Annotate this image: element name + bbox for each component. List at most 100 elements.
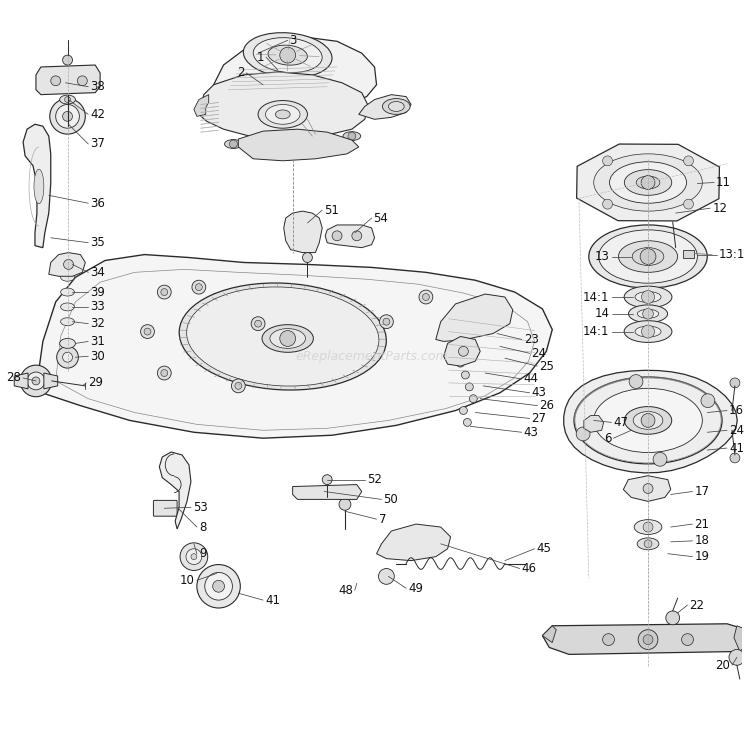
Text: 41: 41 — [729, 442, 744, 454]
Text: 13:1: 13:1 — [719, 248, 746, 261]
Polygon shape — [436, 294, 513, 342]
Ellipse shape — [275, 110, 290, 119]
Ellipse shape — [388, 101, 404, 111]
Circle shape — [672, 246, 680, 255]
Circle shape — [380, 315, 393, 329]
Polygon shape — [238, 129, 358, 161]
Circle shape — [196, 284, 202, 291]
Ellipse shape — [262, 324, 314, 352]
Circle shape — [144, 328, 151, 335]
Text: 39: 39 — [90, 285, 105, 299]
Polygon shape — [376, 524, 451, 560]
Text: 13: 13 — [595, 250, 610, 263]
Text: 21: 21 — [694, 517, 709, 530]
Text: 30: 30 — [90, 350, 105, 363]
Text: 48: 48 — [338, 584, 352, 597]
FancyBboxPatch shape — [154, 500, 177, 516]
Ellipse shape — [624, 170, 672, 195]
Polygon shape — [564, 370, 737, 473]
Ellipse shape — [632, 248, 664, 265]
Text: 34: 34 — [90, 266, 105, 279]
Ellipse shape — [624, 286, 672, 308]
Text: 16: 16 — [729, 404, 744, 417]
Circle shape — [629, 375, 643, 388]
Circle shape — [280, 330, 296, 346]
Circle shape — [602, 634, 614, 646]
Text: 47: 47 — [614, 416, 628, 429]
Circle shape — [729, 650, 745, 665]
Circle shape — [140, 324, 154, 339]
Text: 37: 37 — [90, 137, 105, 150]
Ellipse shape — [633, 412, 663, 430]
Ellipse shape — [624, 321, 672, 342]
Circle shape — [666, 611, 680, 625]
Circle shape — [576, 427, 590, 441]
Ellipse shape — [258, 101, 308, 128]
Text: 24: 24 — [532, 347, 547, 360]
Text: 14:1: 14:1 — [583, 291, 610, 303]
Polygon shape — [292, 484, 362, 499]
Circle shape — [419, 290, 433, 304]
Circle shape — [339, 499, 351, 510]
Ellipse shape — [635, 326, 661, 337]
Circle shape — [160, 369, 168, 376]
Circle shape — [458, 346, 468, 356]
Polygon shape — [542, 624, 750, 654]
Text: 28: 28 — [6, 372, 21, 385]
Ellipse shape — [589, 225, 707, 288]
Ellipse shape — [382, 98, 410, 114]
Ellipse shape — [574, 377, 722, 464]
Text: 51: 51 — [324, 204, 339, 216]
Ellipse shape — [624, 406, 672, 434]
Text: 11: 11 — [716, 176, 731, 189]
Polygon shape — [214, 38, 376, 110]
Ellipse shape — [268, 45, 308, 65]
Text: 14: 14 — [595, 307, 610, 320]
Ellipse shape — [638, 309, 658, 318]
Circle shape — [57, 346, 79, 368]
Circle shape — [32, 377, 40, 385]
Circle shape — [602, 156, 613, 166]
Text: 25: 25 — [539, 360, 554, 372]
Circle shape — [701, 394, 715, 408]
Polygon shape — [358, 95, 411, 119]
Polygon shape — [284, 211, 322, 252]
Ellipse shape — [34, 169, 44, 204]
Circle shape — [379, 569, 394, 584]
Text: 23: 23 — [524, 333, 538, 346]
Ellipse shape — [636, 176, 660, 189]
Circle shape — [20, 365, 52, 397]
Circle shape — [641, 291, 655, 303]
Circle shape — [644, 540, 652, 547]
Text: 38: 38 — [90, 80, 105, 93]
Circle shape — [213, 581, 224, 593]
Ellipse shape — [187, 287, 379, 386]
Circle shape — [643, 635, 653, 644]
Ellipse shape — [598, 230, 698, 283]
Ellipse shape — [343, 131, 361, 140]
Ellipse shape — [244, 33, 332, 77]
Circle shape — [251, 317, 265, 330]
Circle shape — [77, 76, 87, 86]
Circle shape — [730, 378, 740, 388]
Polygon shape — [623, 475, 670, 502]
Text: 12: 12 — [712, 202, 728, 215]
Ellipse shape — [316, 140, 334, 149]
Text: 50: 50 — [383, 493, 398, 506]
Circle shape — [422, 294, 429, 300]
Text: 8: 8 — [199, 520, 206, 533]
Circle shape — [682, 634, 694, 646]
Text: 3: 3 — [290, 34, 297, 47]
Text: 52: 52 — [367, 473, 382, 486]
Circle shape — [321, 140, 329, 148]
Circle shape — [64, 260, 74, 270]
Circle shape — [160, 288, 168, 296]
Circle shape — [322, 475, 332, 484]
Polygon shape — [584, 415, 604, 433]
Ellipse shape — [594, 388, 702, 453]
Circle shape — [158, 285, 171, 299]
Circle shape — [641, 325, 655, 338]
Text: 32: 32 — [90, 317, 105, 330]
Circle shape — [62, 55, 73, 65]
Text: 19: 19 — [694, 550, 709, 563]
